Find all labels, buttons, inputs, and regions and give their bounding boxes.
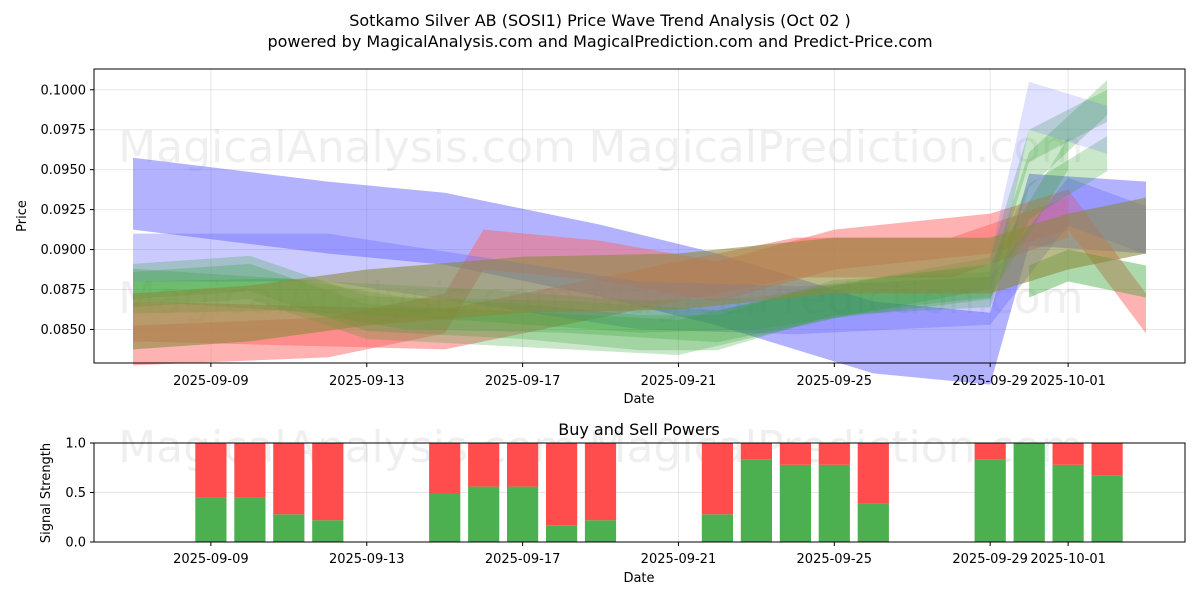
buy-bar: [818, 464, 850, 542]
buy-bar: [546, 525, 578, 542]
buy-sell-title: Buy and Sell Powers: [558, 420, 720, 439]
signal-x-tick-label: 2025-09-29: [952, 552, 1028, 567]
signal-x-tick-label: 2025-10-01: [1030, 552, 1106, 567]
signal-x-tick-label: 2025-09-17: [485, 552, 561, 567]
buy-bar: [429, 493, 461, 542]
sell-bar: [507, 443, 539, 487]
sell-bar: [779, 443, 811, 465]
price-y-tick-label: 0.0975: [41, 123, 87, 138]
price-x-tick-label: 2025-09-25: [797, 374, 873, 389]
buy-bar: [1052, 464, 1084, 542]
buy-bar: [507, 486, 539, 542]
price-y-tick-label: 0.0925: [41, 203, 87, 218]
signal-x-tick-label: 2025-09-25: [797, 552, 873, 567]
price-x-tick-label: 2025-09-13: [329, 374, 405, 389]
sell-bar: [1091, 443, 1123, 476]
buy-bar: [701, 514, 733, 542]
price-plot-frame: [93, 68, 1186, 364]
buy-bar: [974, 459, 1006, 542]
buy-bar: [195, 497, 227, 542]
price-y-ticks: 0.0850 0.0875 0.0900 0.0925 0.0950 0.0975 0.10…: [41, 83, 94, 338]
sell-bar: [195, 443, 227, 498]
price-x-tick-label: 2025-09-29: [952, 374, 1028, 389]
sell-bar: [234, 443, 266, 498]
price-x-tick-label: 2025-09-21: [641, 374, 717, 389]
price-bands: [133, 80, 1146, 385]
buy-bar: [312, 520, 344, 542]
price-x-tick-label: 2025-09-17: [485, 374, 561, 389]
price-x-tick-label: 2025-09-09: [173, 374, 249, 389]
price-x-axis-label: Date: [623, 392, 654, 407]
sell-bar: [546, 443, 578, 526]
buy-bar: [468, 486, 500, 542]
sell-bar: [1052, 443, 1084, 465]
buy-bar: [740, 459, 772, 542]
price-y-tick-label: 0.0900: [41, 243, 87, 258]
sell-bar: [468, 443, 500, 487]
watermark-bottom-1: MagicalAnalysis.com: [118, 422, 576, 473]
watermark-top-1: MagicalAnalysis.com: [118, 122, 576, 173]
signal-x-tick-label: 2025-09-09: [173, 552, 249, 567]
buy-bar: [273, 514, 305, 542]
buy-bar: [234, 497, 266, 542]
signal-y-tick-label: 1.0: [65, 437, 86, 452]
price-band-blue-8: [990, 81, 1108, 306]
chart-subtitle: powered by MagicalAnalysis.com and Magic…: [267, 32, 932, 51]
signal-y-tick-label: 0.0: [65, 536, 86, 551]
chart-title: Sotkamo Silver AB (SOSI1) Price Wave Tre…: [349, 11, 851, 30]
signal-bars: [195, 443, 1123, 542]
price-y-tick-label: 0.1000: [41, 83, 87, 98]
price-y-axis-label: Price: [15, 200, 30, 232]
sell-bar: [312, 443, 344, 521]
price-band-blue-3: [133, 177, 1146, 335]
buy-bar: [1013, 443, 1045, 542]
price-band-green-5: [133, 136, 1108, 355]
price-x-ticks: 2025-09-09 2025-09-13 2025-09-17 2025-09-21…: [173, 363, 1106, 389]
signal-x-tick-label: 2025-09-21: [641, 552, 717, 567]
signal-x-tick-label: 2025-09-13: [329, 552, 405, 567]
price-band-olive-10: [133, 197, 1146, 350]
price-y-tick-label: 0.0875: [41, 283, 87, 298]
price-y-tick-label: 0.0950: [41, 163, 87, 178]
signal-y-tick-label: 0.5: [65, 486, 86, 501]
signal-y-ticks: 0.0 0.5 1.0: [65, 437, 94, 551]
buy-bar: [779, 464, 811, 542]
buy-bar: [857, 503, 889, 542]
price-x-tick-label: 2025-10-01: [1030, 374, 1106, 389]
buy-bar: [584, 520, 617, 542]
price-wave-chart: MagicalAnalysis.com MagicalPrediction.co…: [15, 68, 1186, 407]
sell-bar: [429, 443, 461, 494]
signal-x-axis-label: Date: [623, 571, 654, 586]
buy-bar: [1091, 475, 1123, 542]
buy-sell-chart: Buy and Sell Powers MagicalAnalysis.com …: [39, 420, 1186, 586]
sell-bar: [701, 443, 733, 515]
sell-bar: [974, 443, 1006, 460]
sell-bar: [818, 443, 850, 465]
signal-y-axis-label: Signal Strength: [39, 443, 54, 543]
watermark-top-2: MagicalPrediction.com: [589, 122, 1084, 173]
signal-x-ticks: 2025-09-09 2025-09-13 2025-09-17 2025-09-21…: [173, 542, 1106, 567]
sell-bar: [857, 443, 889, 504]
sell-bar: [584, 443, 617, 521]
price-y-tick-label: 0.0850: [41, 323, 87, 338]
sell-bar: [740, 443, 772, 460]
sell-bar: [273, 443, 305, 515]
